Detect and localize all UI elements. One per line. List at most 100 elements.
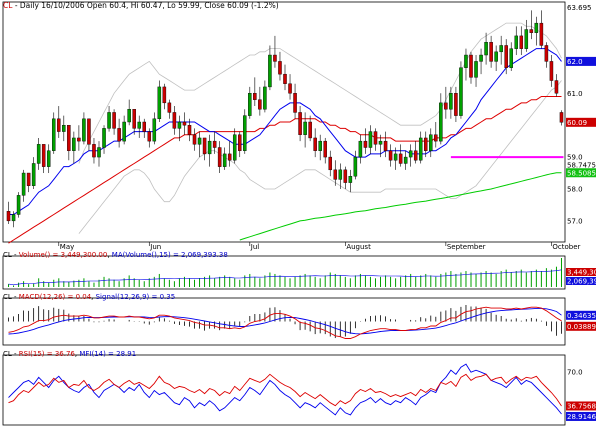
x-tick-label-august: August (346, 243, 371, 251)
candle-body (383, 140, 388, 151)
signal-label: Signal(12,26,9) = 0.35 (95, 293, 176, 301)
candle-body (57, 118, 61, 132)
candle-body (248, 93, 252, 116)
volume-prefix: CL - (3, 251, 19, 259)
candle-body (77, 137, 81, 142)
candle-body (429, 134, 433, 151)
candle-body (283, 73, 287, 84)
volume-bar (354, 275, 356, 287)
volume-bar (123, 278, 125, 287)
volume-bar (53, 279, 55, 287)
candle-body (368, 131, 373, 148)
candle-body (62, 124, 66, 132)
x-tick-label-may: May (60, 243, 74, 251)
candle-body (559, 112, 564, 123)
volume-bar (58, 278, 60, 287)
candle-body (177, 121, 182, 129)
volume-bar (158, 273, 160, 287)
volume-bar (93, 282, 95, 287)
symbol-label: CL (3, 1, 13, 10)
candle-body (152, 118, 157, 142)
volume-bar (334, 273, 336, 287)
volume-bar (229, 276, 231, 287)
price-tag-bg (566, 56, 596, 66)
volume-bar (48, 282, 50, 287)
volume-bar (349, 278, 351, 287)
rsi-panel-frame (2, 354, 566, 426)
candle-body (398, 153, 403, 164)
volume-bar (108, 278, 110, 287)
candle-body (549, 61, 554, 81)
volume-bar (390, 276, 392, 287)
volume-bar (219, 276, 221, 287)
volume-bar (83, 278, 85, 287)
x-tick-label-september: September (447, 243, 486, 251)
volume-bar (440, 273, 442, 287)
candle-body (519, 35, 524, 49)
candle-body (137, 121, 141, 129)
volume-bar (385, 275, 387, 287)
volume-bar (329, 272, 331, 287)
volume-bar (289, 278, 291, 287)
volume-bar (78, 279, 80, 287)
candle-body (293, 93, 297, 113)
candle-body (534, 22, 539, 33)
volume-bar (545, 268, 547, 287)
candle-body (36, 144, 41, 164)
candle-body (439, 102, 443, 142)
candle-body (303, 121, 307, 135)
candle-body (333, 169, 338, 180)
volume-bar (550, 269, 552, 287)
candle-body (51, 118, 56, 151)
volume-bar (178, 278, 180, 287)
rsi-line (8, 373, 562, 407)
volume-bar (28, 284, 30, 287)
candle-body (142, 121, 147, 132)
price-tag-bg (566, 117, 596, 127)
candle-body (212, 140, 217, 148)
candle-body (358, 140, 363, 158)
volume-bar (138, 279, 140, 287)
volume-bar (274, 273, 276, 287)
candle-body (484, 42, 488, 56)
price-tag-bg (566, 168, 596, 178)
volume-bar (319, 278, 321, 287)
rsi-prefix: CL - (3, 350, 19, 358)
candle-body (474, 61, 478, 78)
candle-body (227, 153, 232, 161)
candle-body (423, 137, 428, 151)
macd-prefix: CL - (3, 293, 19, 301)
candle-body (273, 54, 277, 62)
volume-bar (530, 271, 532, 287)
macd-label: MACD(12,26) = 0.04 (18, 293, 92, 301)
volume-bar (239, 279, 241, 287)
volume-bar (13, 285, 15, 287)
candle-body (479, 54, 483, 62)
volume-bar (525, 272, 527, 287)
candle-body (258, 99, 262, 110)
candle-body (268, 54, 272, 88)
macd-line (8, 306, 562, 339)
candle-body (182, 121, 187, 126)
candle-body (489, 42, 493, 62)
candle-body (167, 102, 172, 113)
candle-body (16, 195, 21, 215)
volume-bar (269, 272, 271, 287)
volume-bar (339, 275, 341, 287)
candle-body (328, 156, 333, 171)
candle-body (207, 140, 212, 155)
volume-bar (254, 276, 256, 287)
volume-bar (324, 275, 326, 287)
candle-body (288, 83, 292, 94)
macd-header: CL - MACD(12,26) = 0.04, Signal(12,26,9)… (3, 293, 176, 301)
y-tick-label: 60.09 (567, 119, 587, 127)
volume-bar (455, 273, 457, 287)
candle-body (403, 156, 408, 164)
volume-value-label: 3,449,300 (567, 269, 600, 277)
candle-body (72, 137, 76, 151)
ma-long-line (239, 172, 562, 241)
candle-body (378, 140, 383, 145)
candle-body (132, 109, 136, 129)
candle-body (323, 140, 327, 158)
